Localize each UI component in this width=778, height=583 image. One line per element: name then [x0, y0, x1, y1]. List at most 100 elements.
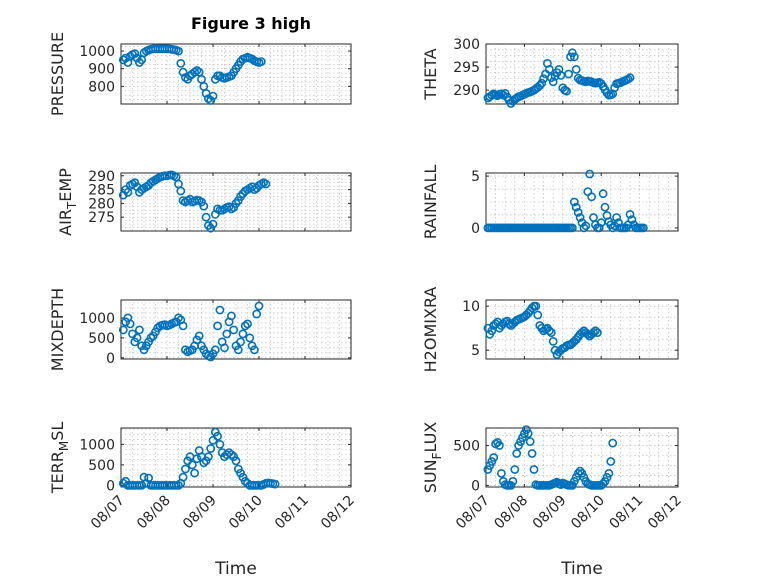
data-point [226, 450, 236, 459]
x-tick-label: 08/11 [607, 493, 647, 533]
y-tick-label: 275 [88, 210, 115, 226]
y-axis-label-main: TERR [48, 451, 67, 494]
series-markers [118, 44, 266, 105]
data-point [118, 55, 128, 65]
y-axis-label: H2OMIXRA [421, 287, 440, 373]
series-markers [118, 301, 264, 362]
data-point [487, 326, 497, 336]
data-point [531, 301, 541, 311]
y-tick-label: 300 [453, 37, 480, 53]
x-tick-label: 08/12 [318, 493, 358, 533]
data-point [537, 78, 547, 88]
series-markers [118, 170, 271, 233]
data-point [178, 321, 188, 331]
data-point [575, 213, 585, 222]
data-point [137, 480, 147, 490]
data-point [625, 209, 635, 219]
y-tick-label: 0 [471, 221, 480, 237]
x-tick-label: 08/10 [226, 493, 266, 533]
data-point [591, 326, 600, 336]
data-point [192, 454, 202, 464]
y-tick-label: 5 [471, 343, 480, 359]
y-axis-label: AIRTEMP [56, 168, 79, 236]
data-point [174, 480, 183, 490]
data-point [512, 449, 522, 458]
data-point [587, 192, 596, 202]
y-tick-label: 5 [471, 169, 480, 185]
data-point [190, 468, 199, 478]
data-point [247, 54, 257, 64]
data-point [569, 52, 579, 62]
x-tick-label: 08/10 [568, 493, 608, 533]
data-point [206, 444, 216, 453]
y-tick-label: 10 [462, 299, 480, 315]
y-axis-label: SUNFLUX [421, 422, 444, 494]
data-point [496, 468, 506, 478]
subplot-terr-msl: 08/07 08/08 08/09 08/10 08/11 08/12 0 500 1000 TE… [48, 422, 358, 579]
data-point [573, 468, 583, 478]
data-point [568, 223, 577, 233]
data-point [210, 345, 220, 355]
data-point [201, 212, 211, 222]
x-tick-label: 08/07 [453, 493, 493, 533]
data-point [226, 311, 236, 321]
data-point [627, 215, 637, 224]
data-point [562, 86, 571, 96]
data-point [583, 329, 593, 339]
data-point [571, 65, 581, 74]
data-point [121, 53, 130, 63]
data-point [535, 81, 545, 90]
data-point [132, 53, 142, 63]
data-point [585, 169, 595, 179]
x-tick-label: 08/12 [645, 493, 685, 533]
y-axis-label-main: SUN [421, 459, 440, 493]
data-point [600, 202, 610, 212]
data-point [199, 458, 209, 468]
y-tick-label: 0 [471, 478, 480, 494]
data-point [240, 321, 250, 331]
data-point [593, 328, 602, 337]
data-point [215, 439, 225, 449]
data-point [525, 437, 535, 446]
y-tick-label: 500 [453, 439, 480, 455]
y-tick-label: 500 [88, 458, 115, 474]
x-tick-label: 08/11 [272, 493, 312, 533]
data-point [573, 207, 583, 217]
y-tick-label: 290 [453, 83, 480, 99]
data-point [134, 325, 144, 335]
data-point [178, 67, 188, 77]
data-point [608, 438, 618, 448]
y-axis-label: TERRMSL [48, 422, 71, 495]
data-point [132, 333, 142, 343]
data-point [222, 329, 232, 339]
data-point [213, 431, 222, 441]
data-point [606, 457, 616, 466]
y-tick-label: 0 [106, 478, 115, 494]
data-point [203, 94, 213, 104]
data-point [508, 476, 518, 486]
data-point [623, 74, 633, 84]
figure-title: Figure 3 high [191, 14, 311, 33]
data-point [229, 325, 239, 335]
data-point [604, 468, 614, 478]
y-axis-label-main: AIR [56, 209, 75, 236]
data-point [625, 73, 635, 83]
data-point [220, 343, 229, 353]
data-point [208, 91, 218, 101]
data-point [252, 309, 262, 319]
data-point [545, 65, 554, 74]
y-tick-label: 1000 [79, 44, 115, 60]
data-point [533, 310, 543, 320]
y-tick-label: 800 [88, 79, 115, 95]
data-point [598, 189, 608, 199]
y-tick-label: 290 [88, 169, 115, 185]
data-point [233, 345, 243, 355]
data-point [527, 449, 537, 458]
data-point [213, 321, 222, 331]
data-point [254, 301, 264, 311]
data-point [504, 319, 514, 329]
x-tick-label: 08/07 [88, 493, 128, 533]
subplot-rainfall: 0 5 RAINFALL [421, 165, 679, 239]
